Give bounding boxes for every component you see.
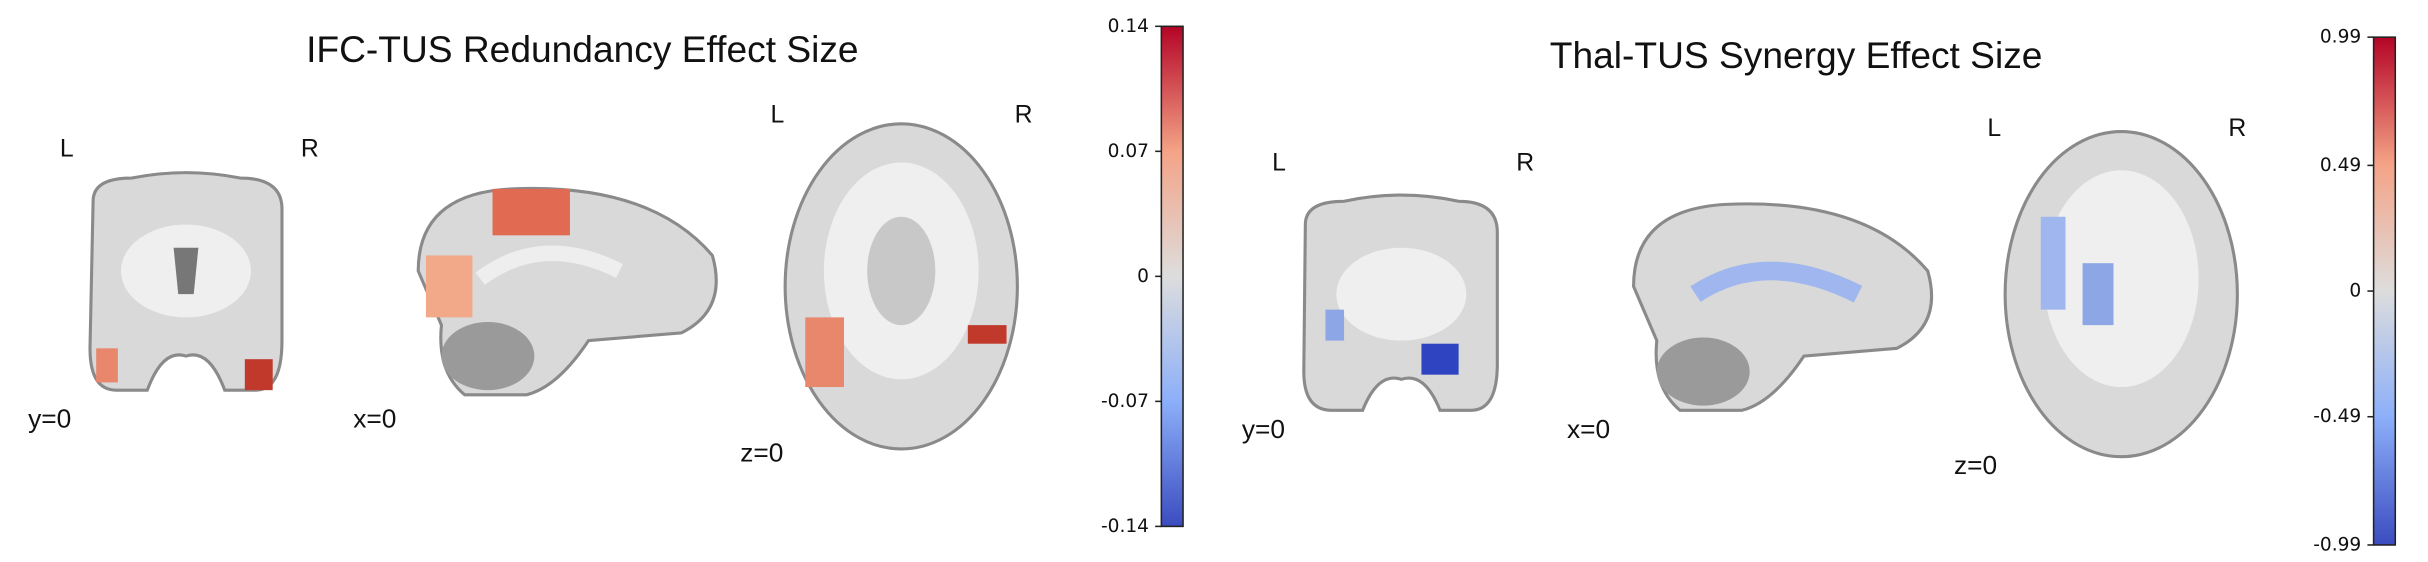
colorbar xyxy=(2372,36,2397,546)
orientation-label: R xyxy=(1015,101,1033,128)
coord-label: y=0 xyxy=(28,403,71,433)
orientation-label: R xyxy=(1516,149,1534,176)
coronal-brain xyxy=(1302,193,1499,412)
colorbar xyxy=(1160,25,1184,528)
coord-label: z=0 xyxy=(740,437,783,467)
panel-title: Thal-TUS Synergy Effect Size xyxy=(1550,34,2043,76)
colorbar-tick-label: -0.99 xyxy=(2313,534,2361,555)
orientation-label: R xyxy=(2228,115,2246,142)
colorbar-tick-label: -0.14 xyxy=(1101,516,1149,537)
coord-label: x=0 xyxy=(1567,414,1610,444)
coord-label: y=0 xyxy=(1242,414,1285,444)
colorbar-tick-label: 0.14 xyxy=(1108,16,1149,37)
colorbar-tick-label: 0.49 xyxy=(2320,155,2361,176)
colorbar-tick-label: -0.07 xyxy=(1101,391,1149,412)
orientation-label: L xyxy=(1272,149,1286,176)
orientation-label: L xyxy=(1987,115,2001,142)
sagittal-brain xyxy=(1632,202,1933,412)
sagittal-brain xyxy=(416,186,718,397)
colorbar-tick-label: 0 xyxy=(1137,266,1149,287)
orientation-label: L xyxy=(771,101,785,128)
coord-label: z=0 xyxy=(1954,450,1997,480)
colorbar-tick-label: -0.49 xyxy=(2313,406,2361,427)
orientation-label: R xyxy=(301,135,319,162)
orientation-label: L xyxy=(60,135,74,162)
panel-title: IFC-TUS Redundancy Effect Size xyxy=(306,28,859,70)
colorbar-tick-label: 0.07 xyxy=(1108,141,1149,162)
colorbar-tick-label: 0.99 xyxy=(2320,27,2361,48)
axial-brain xyxy=(2003,130,2239,459)
colorbar-tick-label: 0 xyxy=(2349,281,2361,302)
coord-label: x=0 xyxy=(353,403,396,433)
axial-brain xyxy=(783,122,1019,451)
coronal-brain xyxy=(88,171,284,392)
